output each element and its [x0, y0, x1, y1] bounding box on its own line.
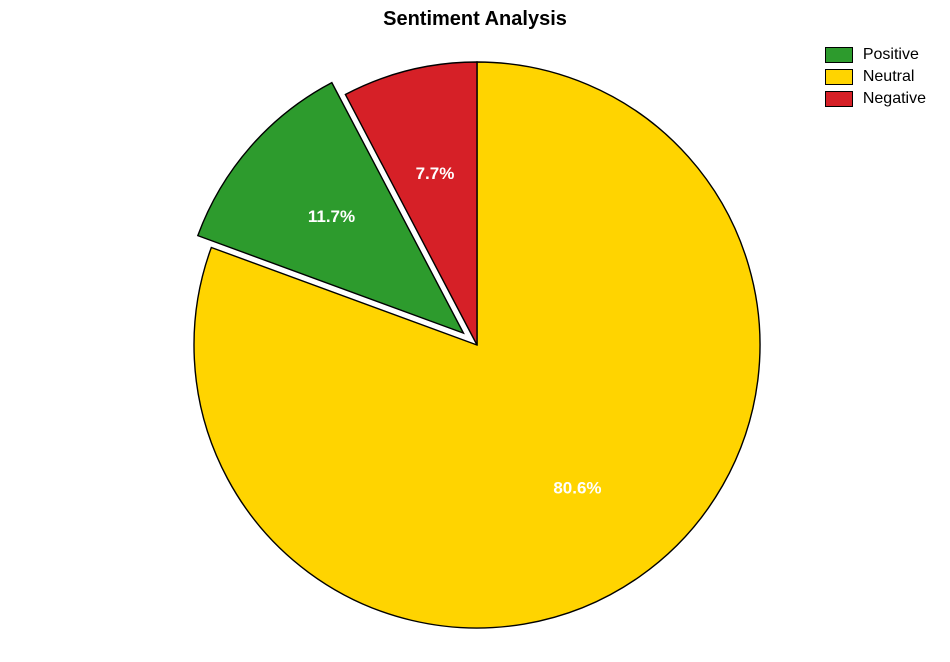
pie-slice-label-positive: 11.7% [308, 207, 355, 226]
legend-label-negative: Negative [863, 90, 926, 108]
legend-swatch-neutral [825, 69, 853, 85]
pie-chart-container: Sentiment Analysis 80.6%11.7%7.7% Positi… [0, 0, 950, 662]
legend-label-positive: Positive [863, 46, 919, 64]
pie-slice-label-neutral: 80.6% [553, 478, 601, 497]
legend-item-neutral: Neutral [825, 68, 926, 86]
pie-chart-svg: 80.6% 11.7% 7.7% [0, 0, 950, 662]
pie-slice-label-negative: 7.7% [416, 164, 455, 183]
legend-swatch-positive [825, 47, 853, 63]
legend: Positive Neutral Negative [825, 46, 926, 112]
legend-item-negative: Negative [825, 90, 926, 108]
legend-swatch-negative [825, 91, 853, 107]
legend-item-positive: Positive [825, 46, 926, 64]
legend-label-neutral: Neutral [863, 68, 915, 86]
